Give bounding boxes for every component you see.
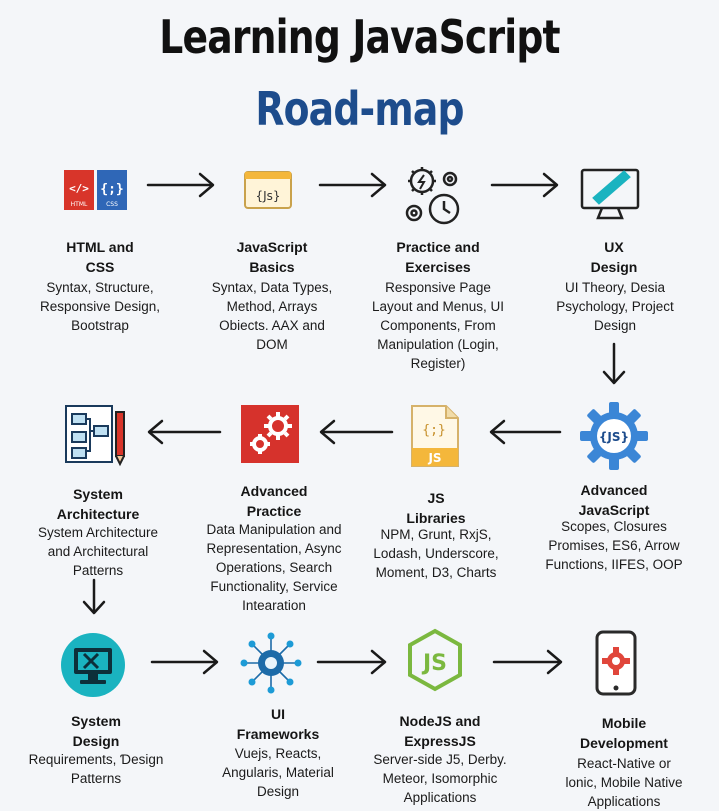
arrow-advanced-js-to-libraries <box>489 419 562 445</box>
gears-clock-icon <box>400 163 466 234</box>
nodejs-hex-icon: JS <box>406 628 464 697</box>
ui-frameworks-description: Vuejs, Reacts, Angularis, Material Desig… <box>222 746 334 799</box>
nodejs-title: NodeJS and ExpressJS <box>399 713 481 749</box>
ux-title: UX Design <box>590 239 638 275</box>
js-basics-description: Syntax, Data Types, Method, Arrays Obiec… <box>211 280 333 352</box>
js-window-text: {Js} <box>255 189 280 203</box>
arrow-libraries-to-advanced-practice <box>319 419 394 445</box>
html-css-title: HTML and CSS <box>66 239 134 275</box>
js-file-icon: {;} JS <box>410 404 460 473</box>
advanced-js-description: Scopes, Closures Promises, ES6, Arrow Fu… <box>545 519 683 572</box>
arrow-ux-to-advanced-js <box>602 342 626 385</box>
arrow-js-basics-to-practice <box>318 172 387 198</box>
js-libraries-description: NPM, Grunt, RxjS, Lodash, Underscore, Mo… <box>373 527 499 580</box>
arrow-html-to-js-basics <box>146 172 215 198</box>
html-tag-glyph: </> <box>69 182 89 195</box>
ux-description: UI Theory, Desia Psychology, Project Des… <box>556 280 674 333</box>
system-architecture-title: System Architecture <box>56 486 140 522</box>
system-design-description: Requirements, Ɗesign Patterns <box>28 752 164 786</box>
html-css-description: Syntax, Structure, Responsive Design, Bo… <box>39 280 161 333</box>
js-file-brace: {;} <box>422 423 445 438</box>
js-gear-text: {JS} <box>599 430 629 444</box>
html-css-icon: </> {;} HTML CSS <box>64 168 130 217</box>
arrow-system-design-to-ui-frameworks <box>150 649 219 675</box>
network-gear-icon <box>238 630 304 701</box>
nodejs-hex-text: JS <box>421 651 447 676</box>
mobile-description: React-Native or lonic, Mobile Native App… <box>565 756 683 809</box>
monitor-pen-icon <box>580 166 642 227</box>
js-file-badge: JS <box>427 451 441 465</box>
js-window-icon: {Js} <box>244 170 292 215</box>
nodejs-description: Server-side J5, Derby. Meteor, Isomorphi… <box>373 752 507 805</box>
css-brace-glyph: {;} <box>100 182 123 197</box>
page-title: Learning JavaScript <box>159 10 560 64</box>
design-monitor-icon <box>60 632 126 703</box>
arrow-architecture-to-system-design <box>82 578 106 615</box>
advanced-practice-title: Advanced Practice <box>240 483 308 519</box>
page-subtitle: Road-map <box>255 82 464 136</box>
system-design-title: System Design <box>71 713 121 749</box>
arrow-advanced-practice-to-architecture <box>147 419 222 445</box>
red-gears-icon <box>240 404 300 469</box>
blueprint-pencil-icon <box>64 404 128 473</box>
js-libraries-title: JS Libraries <box>406 490 466 526</box>
arrow-ui-frameworks-to-nodejs <box>316 649 387 675</box>
advanced-practice-description: Data Manipulation and Representation, As… <box>206 522 342 613</box>
practice-title: Practice and Exercises <box>396 239 480 275</box>
ui-frameworks-title: UI Frameworks <box>236 706 320 742</box>
practice-description: Responsive Page Layout and Menus, UI Com… <box>371 280 505 371</box>
mobile-title: Mobile Development <box>580 715 668 751</box>
arrow-practice-to-ux <box>490 172 559 198</box>
css-badge-text: CSS <box>106 201 118 208</box>
phone-gear-icon <box>594 630 638 701</box>
advanced-js-title: Advanced JavaScript <box>578 482 650 518</box>
js-gear-icon: {JS} <box>578 400 650 477</box>
html-badge-text: HTML <box>71 201 88 208</box>
js-basics-title: JavaScript Basics <box>236 239 308 275</box>
arrow-nodejs-to-mobile <box>492 649 563 675</box>
system-architecture-description: System Architecture and Architectural Pa… <box>37 525 159 578</box>
